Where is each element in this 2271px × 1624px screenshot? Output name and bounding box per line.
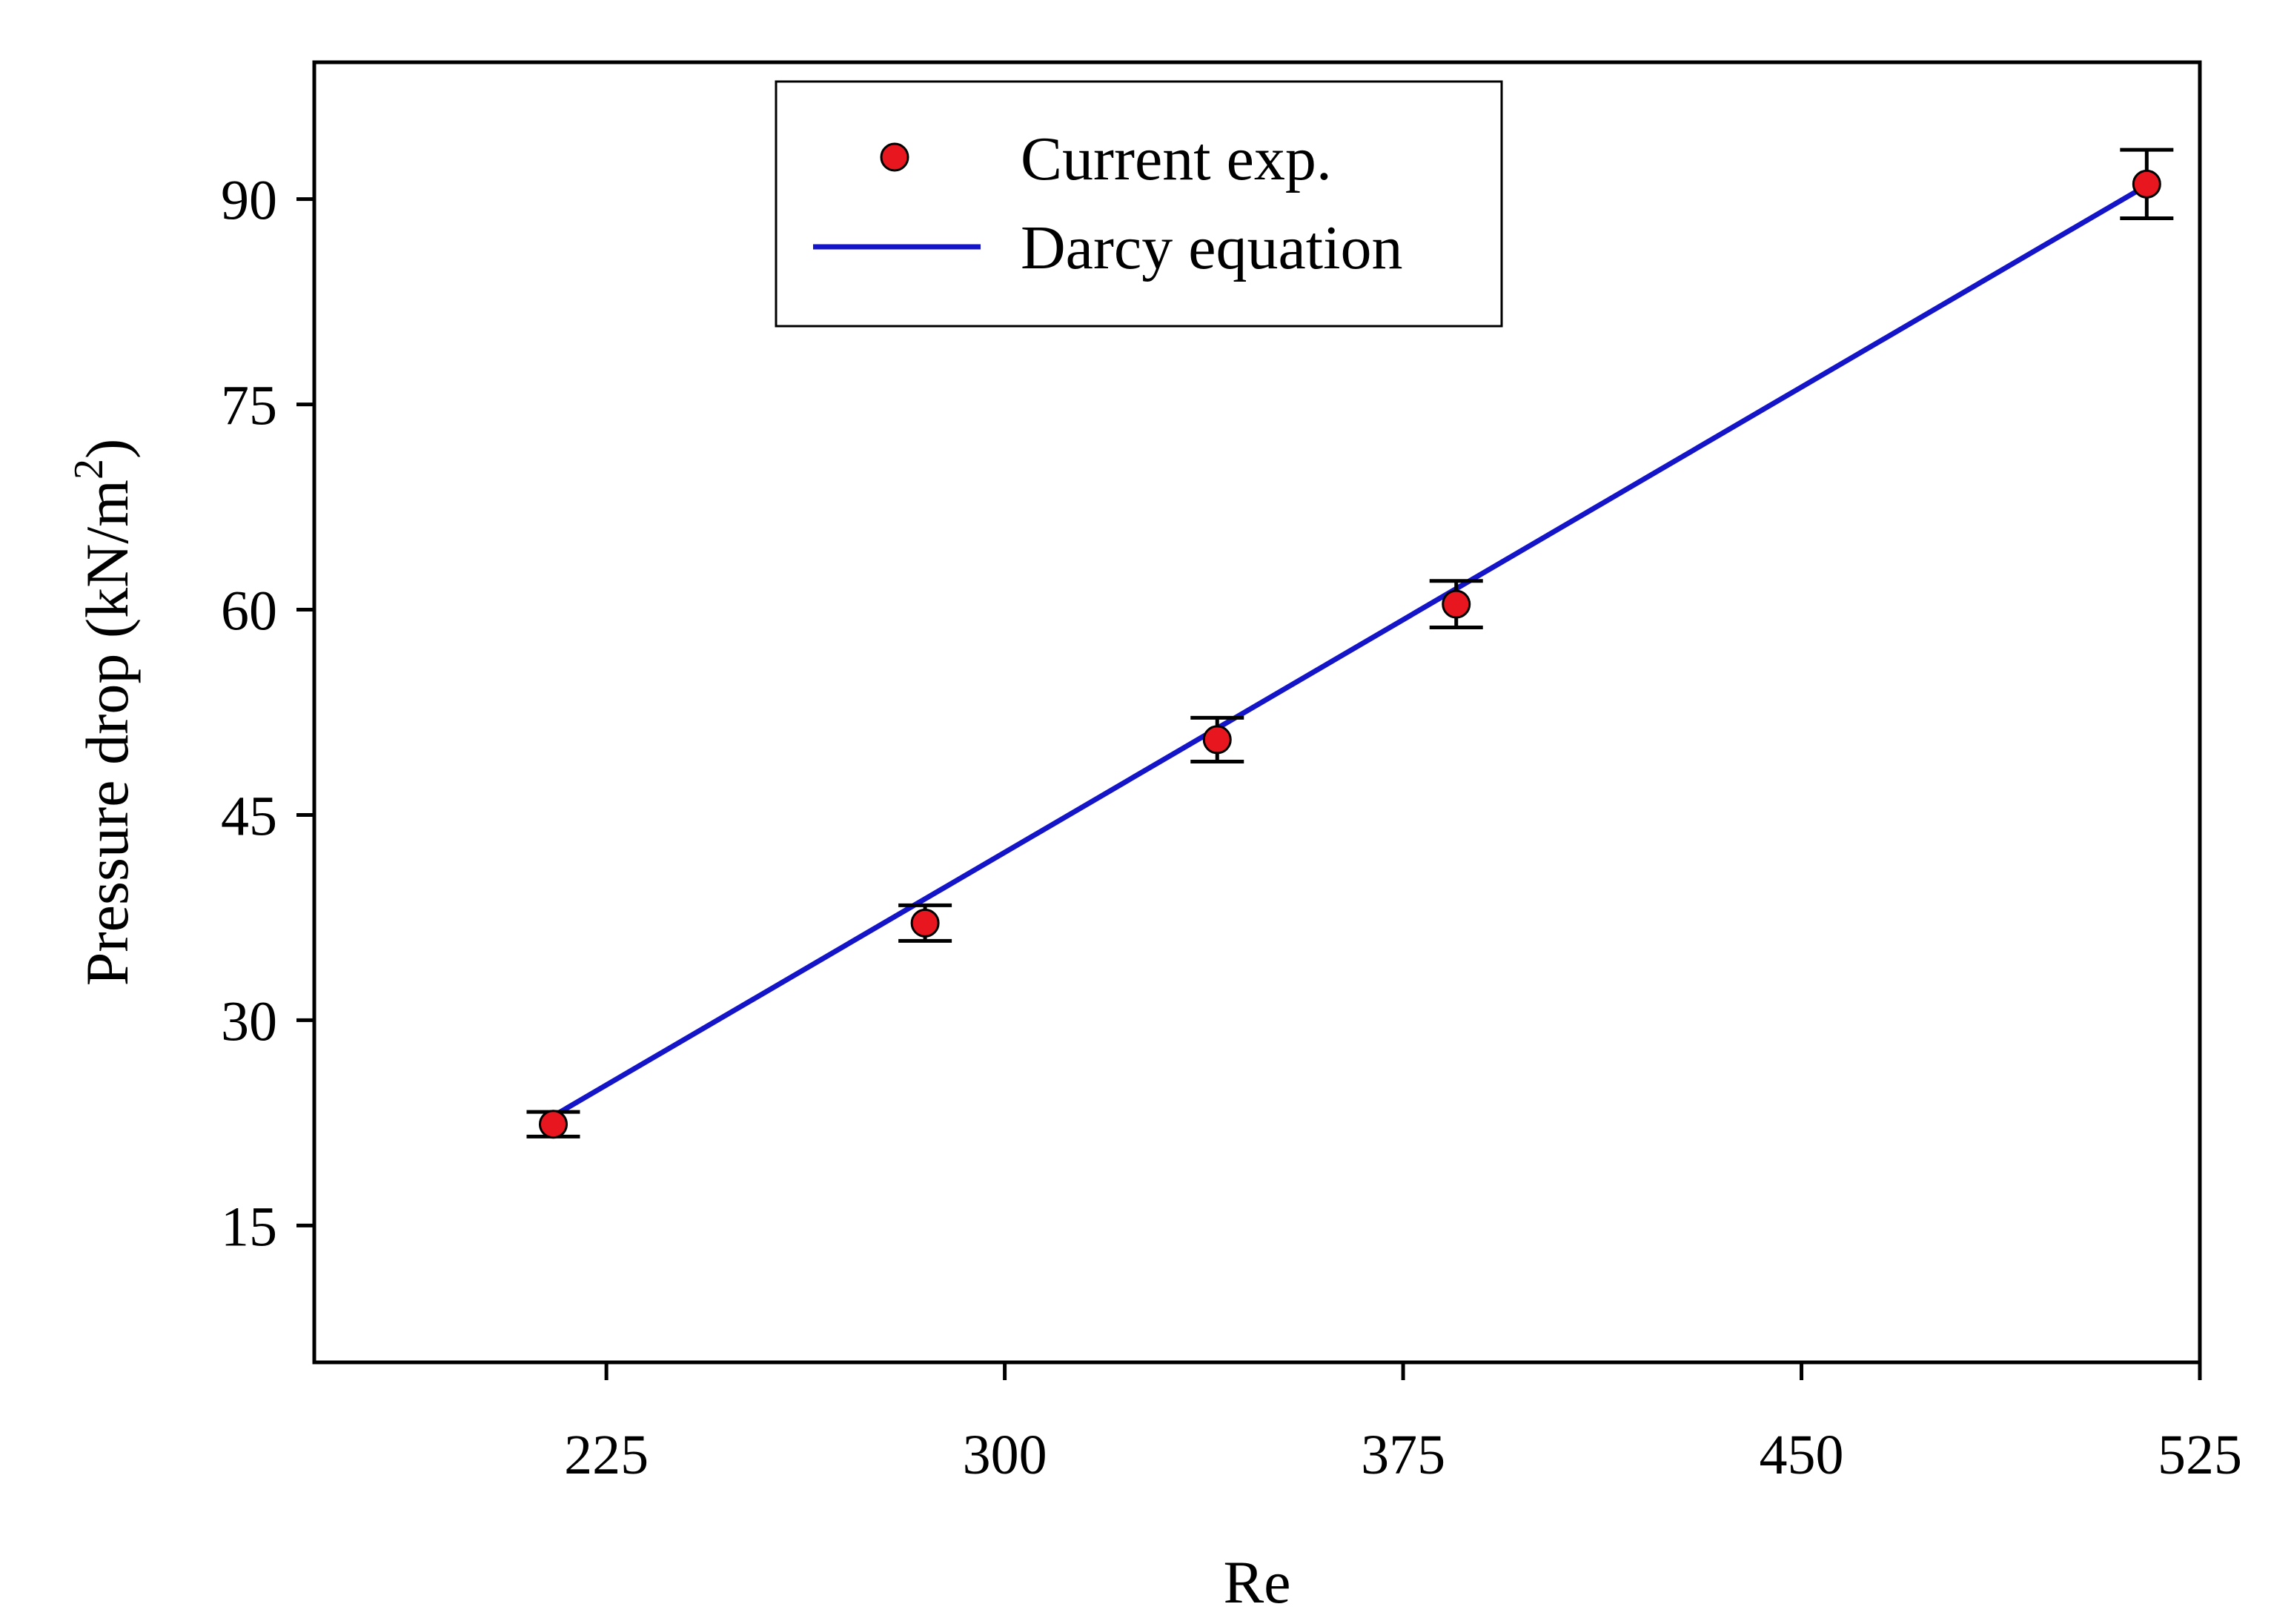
- y-tick-label-15: 15: [221, 1196, 277, 1258]
- data-point-4: [1442, 589, 1471, 619]
- data-point-3: [1202, 725, 1232, 755]
- data-point-2: [910, 908, 940, 938]
- legend: Current exp. Darcy equation: [775, 80, 1503, 328]
- y-axis-title: Pressure drop (kN/m2): [66, 439, 141, 987]
- y-axis-tick-labels: 15 30 45 60 75 90: [221, 170, 277, 1259]
- y-tick-label-60: 60: [221, 580, 277, 643]
- y-tick-label-90: 90: [221, 170, 277, 232]
- x-tick-label-225: 225: [564, 1424, 649, 1486]
- legend-label-darcy-equation: Darcy equation: [1021, 213, 1402, 282]
- x-tick-label-525: 525: [2158, 1424, 2242, 1486]
- x-axis-tick-labels: 225 300 375 450 525: [564, 1424, 2242, 1486]
- x-tick-label-450: 450: [1760, 1424, 1844, 1486]
- darcy-equation-series: [551, 183, 2149, 1118]
- data-point-5: [2132, 169, 2161, 199]
- y-axis-title-close: ): [73, 439, 141, 459]
- plot-frame: [312, 60, 2202, 1365]
- x-tick-label-300: 300: [963, 1424, 1047, 1486]
- data-point-1: [538, 1110, 568, 1139]
- y-axis-title-main: Pressure drop (kN/m: [73, 480, 141, 986]
- x-axis-title: Re: [1223, 1548, 1290, 1616]
- x-axis-ticks: [604, 1362, 2202, 1380]
- y-axis-ticks: [296, 197, 314, 1227]
- darcy-equation-line: [551, 183, 2149, 1118]
- y-tick-label-45: 45: [221, 785, 277, 847]
- x-tick-label-375: 375: [1361, 1424, 1445, 1486]
- legend-marker-current-exp: [880, 142, 909, 172]
- y-tick-label-75: 75: [221, 375, 277, 437]
- legend-label-current-exp: Current exp.: [1021, 125, 1332, 193]
- y-tick-label-30: 30: [221, 990, 277, 1053]
- current-exp-series: [538, 169, 2161, 1139]
- legend-box: [775, 80, 1503, 328]
- y-axis-title-superscript: 2: [66, 459, 112, 480]
